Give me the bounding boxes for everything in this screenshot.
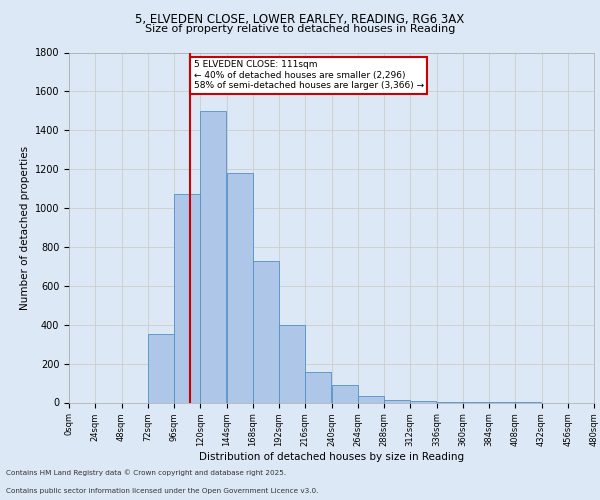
Text: Contains public sector information licensed under the Open Government Licence v3: Contains public sector information licen… bbox=[6, 488, 319, 494]
X-axis label: Distribution of detached houses by size in Reading: Distribution of detached houses by size … bbox=[199, 452, 464, 462]
Bar bbox=[148, 334, 174, 402]
Bar bbox=[332, 385, 358, 402]
Bar bbox=[384, 400, 410, 402]
Text: Size of property relative to detached houses in Reading: Size of property relative to detached ho… bbox=[145, 24, 455, 34]
Bar bbox=[227, 173, 253, 402]
Text: 5, ELVEDEN CLOSE, LOWER EARLEY, READING, RG6 3AX: 5, ELVEDEN CLOSE, LOWER EARLEY, READING,… bbox=[136, 12, 464, 26]
Text: 5 ELVEDEN CLOSE: 111sqm
← 40% of detached houses are smaller (2,296)
58% of semi: 5 ELVEDEN CLOSE: 111sqm ← 40% of detache… bbox=[194, 60, 424, 90]
Text: Contains HM Land Registry data © Crown copyright and database right 2025.: Contains HM Land Registry data © Crown c… bbox=[6, 470, 286, 476]
Bar bbox=[253, 260, 279, 402]
Y-axis label: Number of detached properties: Number of detached properties bbox=[20, 146, 31, 310]
Bar bbox=[410, 401, 436, 402]
Bar bbox=[279, 324, 305, 402]
Bar bbox=[358, 396, 384, 402]
Bar bbox=[200, 111, 226, 403]
Bar bbox=[305, 372, 331, 402]
Bar bbox=[174, 194, 200, 402]
